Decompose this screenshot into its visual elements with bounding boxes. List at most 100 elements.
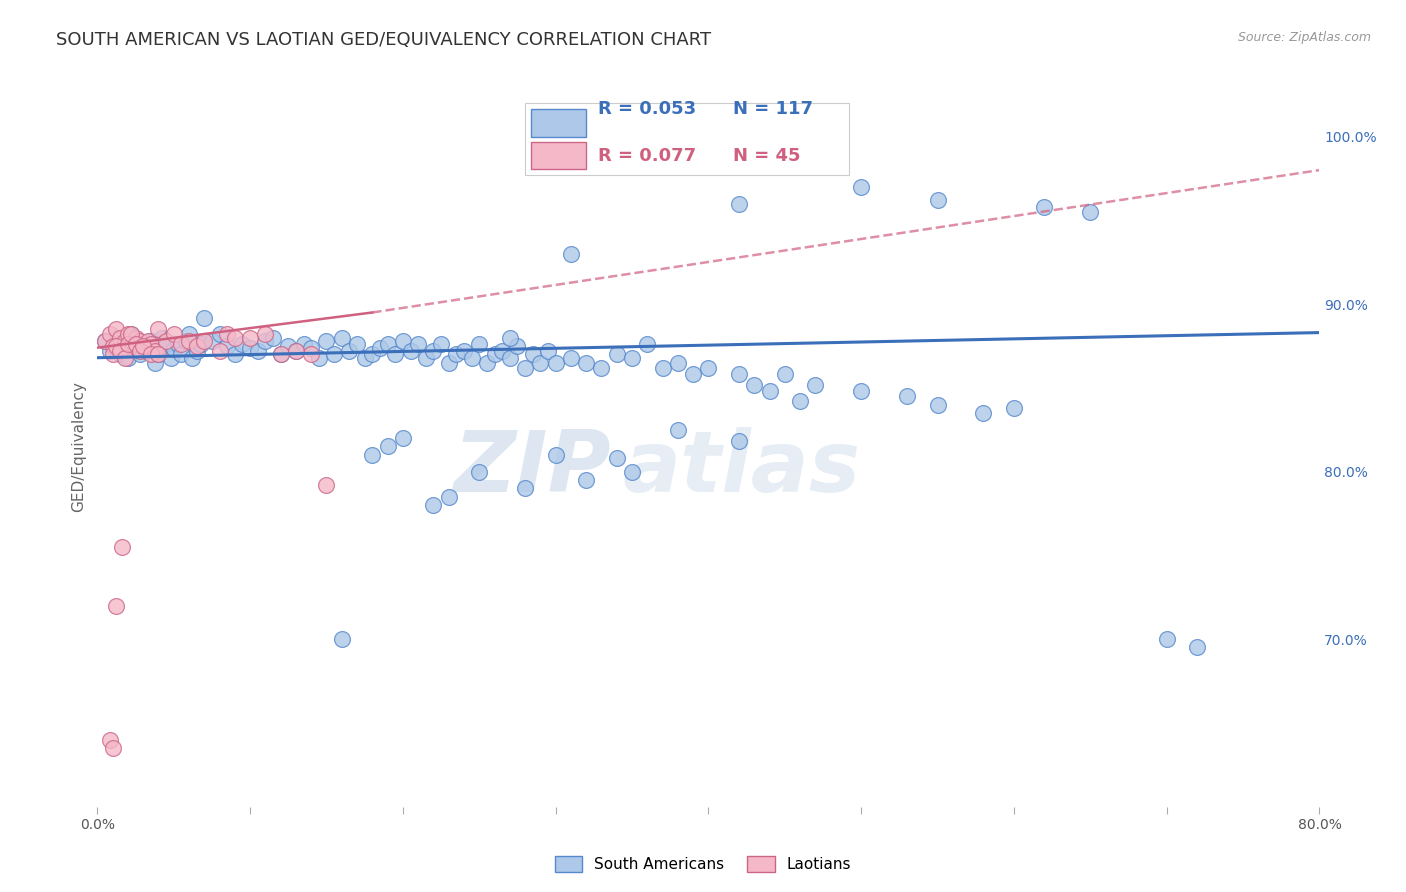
Point: [101, 339, 124, 353]
Point: [697, 360, 720, 375]
Point: [110, 344, 132, 359]
Point: [135, 344, 157, 359]
Text: N = 45: N = 45: [733, 146, 800, 164]
Point: [1033, 200, 1056, 214]
Point: [560, 247, 582, 261]
Point: [330, 330, 353, 344]
Point: [101, 741, 124, 756]
Point: [773, 368, 796, 382]
Point: [132, 339, 155, 353]
Point: [120, 327, 142, 342]
Point: [124, 330, 146, 344]
Point: [315, 334, 337, 348]
Point: [499, 351, 522, 365]
Point: [120, 327, 142, 342]
Point: [145, 356, 167, 370]
Point: [254, 334, 277, 348]
Point: [104, 330, 127, 344]
Point: [139, 337, 162, 351]
FancyBboxPatch shape: [531, 142, 586, 169]
Point: [148, 347, 170, 361]
Point: [446, 347, 468, 361]
Point: [114, 334, 136, 348]
Point: [139, 347, 162, 361]
Point: [430, 337, 453, 351]
Point: [117, 351, 139, 365]
Point: [789, 394, 811, 409]
Point: [208, 344, 231, 359]
Point: [117, 337, 139, 351]
Point: [1156, 632, 1178, 646]
Point: [299, 341, 322, 355]
Point: [98, 344, 121, 359]
Point: [114, 351, 136, 365]
Point: [163, 327, 186, 342]
Point: [270, 347, 292, 361]
Point: [742, 377, 765, 392]
Point: [124, 341, 146, 355]
Point: [896, 389, 918, 403]
Point: [174, 334, 197, 348]
Point: [849, 179, 872, 194]
Point: [591, 360, 613, 375]
Point: [666, 356, 689, 370]
Point: [299, 347, 322, 361]
Point: [94, 334, 117, 348]
Point: [217, 339, 239, 353]
Point: [346, 337, 368, 351]
Point: [927, 194, 949, 208]
Point: [308, 351, 330, 365]
Point: [94, 334, 117, 348]
Point: [460, 351, 482, 365]
Point: [129, 347, 152, 361]
Point: [621, 465, 644, 479]
Point: [181, 351, 204, 365]
Point: [377, 440, 399, 454]
Point: [468, 465, 491, 479]
Point: [186, 344, 208, 359]
Point: [136, 334, 159, 348]
Point: [155, 334, 177, 348]
Point: [139, 334, 162, 348]
Point: [104, 339, 127, 353]
Point: [186, 339, 208, 353]
Text: N = 117: N = 117: [733, 101, 813, 119]
Point: [399, 344, 422, 359]
Point: [513, 481, 536, 495]
Point: [117, 327, 139, 342]
Point: [201, 334, 224, 348]
Text: SOUTH AMERICAN VS LAOTIAN GED/EQUIVALENCY CORRELATION CHART: SOUTH AMERICAN VS LAOTIAN GED/EQUIVALENC…: [56, 31, 711, 49]
Point: [636, 337, 658, 351]
Point: [277, 339, 299, 353]
Point: [406, 337, 429, 351]
Point: [484, 347, 506, 361]
Point: [384, 347, 406, 361]
Point: [682, 368, 704, 382]
Point: [728, 196, 751, 211]
Point: [475, 356, 498, 370]
Point: [927, 398, 949, 412]
Point: [284, 344, 307, 359]
Text: Source: ZipAtlas.com: Source: ZipAtlas.com: [1237, 31, 1371, 45]
Point: [292, 337, 315, 351]
Point: [246, 344, 269, 359]
Point: [621, 351, 644, 365]
Point: [666, 423, 689, 437]
Point: [110, 330, 132, 344]
Point: [231, 337, 253, 351]
Point: [217, 327, 239, 342]
Point: [437, 356, 460, 370]
Point: [353, 351, 375, 365]
Point: [193, 334, 215, 348]
Point: [330, 632, 353, 646]
Point: [254, 327, 277, 342]
Point: [98, 327, 121, 342]
Point: [606, 347, 628, 361]
Point: [104, 599, 127, 613]
Point: [101, 347, 124, 361]
Point: [159, 351, 181, 365]
Point: [170, 337, 193, 351]
Point: [392, 431, 415, 445]
Point: [804, 377, 827, 392]
Point: [392, 334, 415, 348]
